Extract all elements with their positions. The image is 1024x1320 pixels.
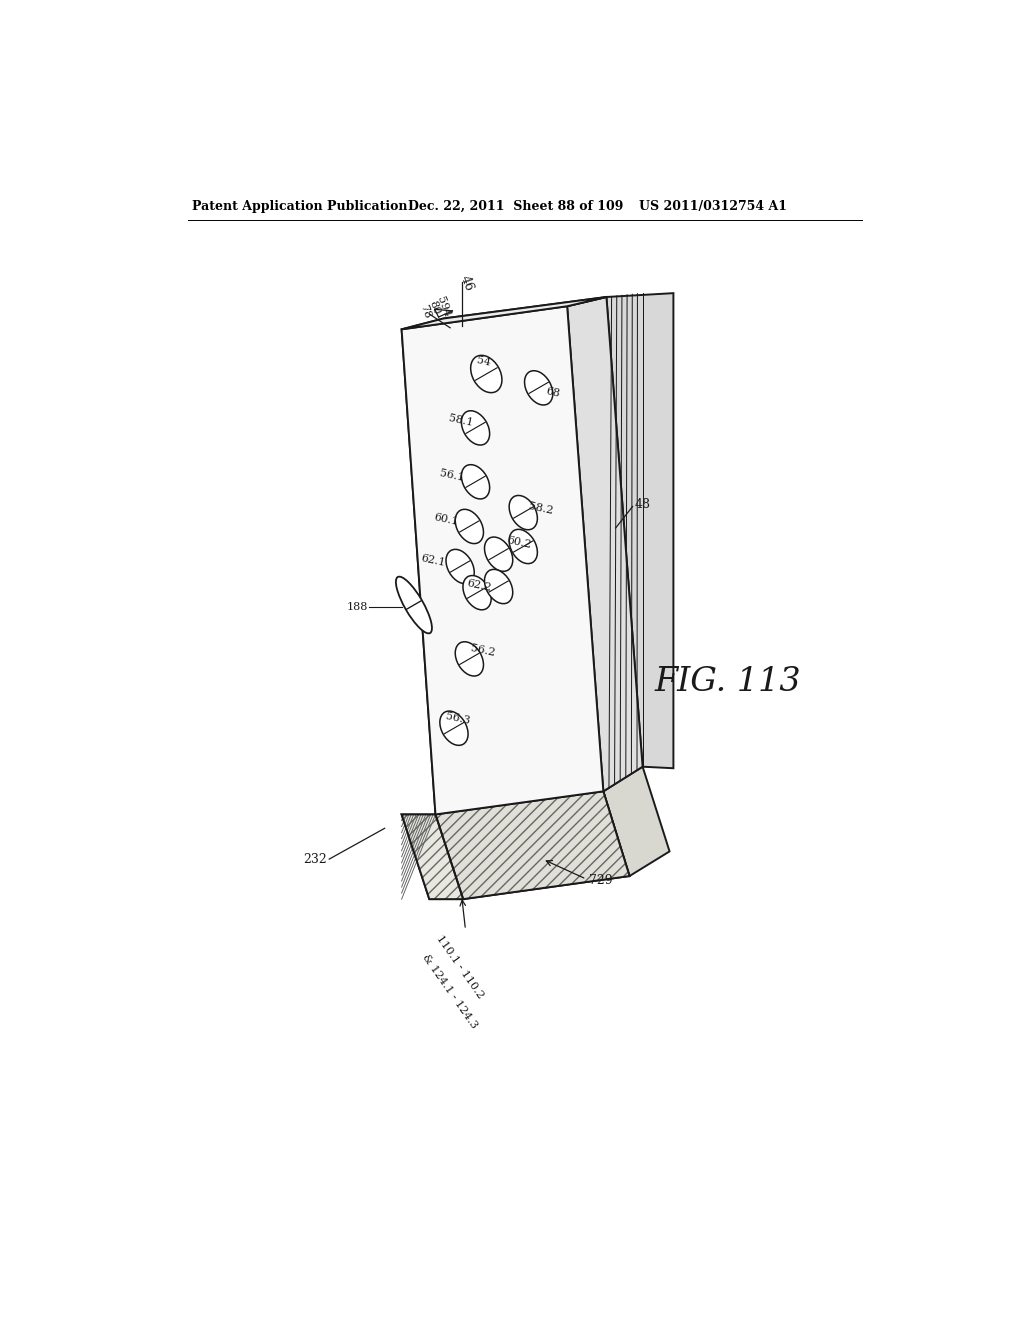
- Ellipse shape: [456, 510, 483, 544]
- Ellipse shape: [440, 711, 468, 746]
- Text: 48: 48: [635, 499, 651, 511]
- Polygon shape: [401, 297, 606, 330]
- Ellipse shape: [509, 529, 538, 564]
- Text: & 124.1 - 124.3: & 124.1 - 124.3: [421, 953, 479, 1031]
- Text: 60.1: 60.1: [433, 512, 460, 527]
- Text: 58.2: 58.2: [528, 502, 554, 516]
- Text: 62.2: 62.2: [466, 578, 493, 593]
- Ellipse shape: [509, 495, 538, 529]
- Polygon shape: [401, 814, 463, 899]
- Ellipse shape: [484, 537, 513, 572]
- Text: 54: 54: [475, 355, 492, 368]
- Ellipse shape: [463, 576, 492, 610]
- Text: 729: 729: [589, 874, 612, 887]
- Text: 58.1: 58.1: [447, 413, 474, 429]
- Text: Patent Application Publication: Patent Application Publication: [193, 199, 408, 213]
- Text: 80: 80: [428, 300, 442, 315]
- Text: 56.3: 56.3: [444, 710, 471, 726]
- Ellipse shape: [462, 465, 489, 499]
- Polygon shape: [603, 767, 670, 876]
- Polygon shape: [401, 297, 606, 330]
- Text: 188: 188: [346, 602, 368, 611]
- Ellipse shape: [396, 577, 432, 634]
- Polygon shape: [435, 792, 630, 899]
- Text: 60.2: 60.2: [506, 535, 532, 550]
- Text: 232: 232: [303, 853, 327, 866]
- Polygon shape: [435, 792, 630, 899]
- Text: 56.2: 56.2: [469, 643, 496, 657]
- Text: FIG. 113: FIG. 113: [654, 667, 801, 698]
- Ellipse shape: [524, 371, 553, 405]
- Ellipse shape: [471, 355, 502, 392]
- Text: 110.1 - 110.2: 110.1 - 110.2: [434, 933, 485, 1001]
- Text: 56.1: 56.1: [438, 469, 465, 483]
- Polygon shape: [567, 297, 643, 792]
- Ellipse shape: [446, 549, 474, 583]
- Text: 46: 46: [458, 273, 475, 293]
- Text: 62.1: 62.1: [420, 553, 446, 568]
- Ellipse shape: [456, 642, 483, 676]
- Ellipse shape: [462, 411, 489, 445]
- Text: Dec. 22, 2011  Sheet 88 of 109: Dec. 22, 2011 Sheet 88 of 109: [408, 199, 624, 213]
- Polygon shape: [401, 814, 463, 899]
- Text: 78: 78: [419, 304, 433, 319]
- Polygon shape: [606, 293, 674, 768]
- Polygon shape: [401, 306, 603, 814]
- Ellipse shape: [484, 569, 513, 603]
- Text: 594: 594: [435, 296, 453, 319]
- Text: 68: 68: [545, 385, 561, 399]
- Polygon shape: [401, 306, 603, 814]
- Text: US 2011/0312754 A1: US 2011/0312754 A1: [639, 199, 786, 213]
